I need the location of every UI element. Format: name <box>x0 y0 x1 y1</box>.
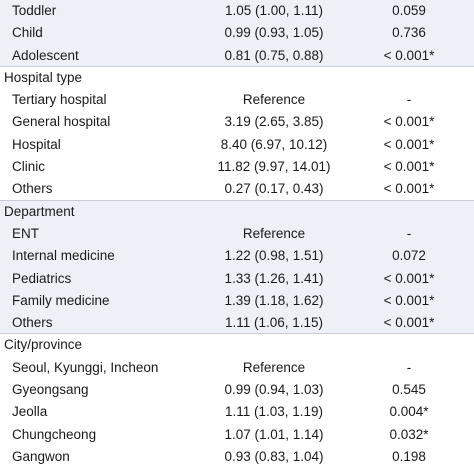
p-value-cell: - <box>406 92 412 108</box>
variable-label: Child <box>12 25 43 41</box>
odds-ratio-cell: 1.05 (1.00, 1.11) <box>224 3 324 18</box>
p-value-cell: 0.736 <box>392 25 426 41</box>
table-row: General hospital 3.19 (2.65, 3.85) < 0.001… <box>0 111 474 133</box>
variable-label: Gangwon <box>12 448 70 464</box>
variable-label: Family medicine <box>12 292 110 308</box>
section-title: City/province <box>4 337 83 353</box>
p-value-cell: 0.059 <box>392 3 426 18</box>
p-value-cell: - <box>406 225 412 241</box>
variable-label: Gyeongsang <box>12 382 89 398</box>
variable-label: Seoul, Kyunggi, Incheon <box>12 359 159 375</box>
table-row: Child 0.99 (0.93, 1.05) 0.736 <box>0 22 474 45</box>
table-row: Hospital 8.40 (6.97, 10.12) < 0.001* <box>0 134 474 156</box>
section-title: Department <box>4 203 75 219</box>
p-value-cell: < 0.001* <box>383 315 435 331</box>
table-row: Chungcheong 1.07 (1.01, 1.14) 0.032* <box>0 424 474 446</box>
table-row: Seoul, Kyunggi, Incheon Reference - <box>0 357 474 379</box>
odds-ratio-cell: 3.19 (2.65, 3.85) <box>224 114 324 130</box>
p-value-cell: 0.198 <box>392 448 426 464</box>
table-row: Jeolla 1.11 (1.03, 1.19) 0.004* <box>0 401 474 423</box>
odds-ratio-cell: 0.99 (0.94, 1.03) <box>224 382 324 398</box>
odds-ratio-cell: 1.33 (1.26, 1.41) <box>224 270 324 286</box>
variable-label: Others <box>12 315 53 331</box>
odds-ratio-cell: 1.07 (1.01, 1.14) <box>224 426 324 442</box>
table-row: Others 0.27 (0.17, 0.43) < 0.001* <box>0 178 474 201</box>
odds-ratio-cell: 0.93 (0.83, 1.04) <box>224 448 324 464</box>
variable-label: Clinic <box>12 159 46 175</box>
p-value-cell: < 0.001* <box>383 136 435 152</box>
variable-label: Jeolla <box>12 404 48 420</box>
section-title: Hospital type <box>4 69 83 85</box>
variable-label: Toddler <box>12 3 57 18</box>
variable-label: ENT <box>12 225 39 241</box>
odds-ratio-cell: 0.81 (0.75, 0.88) <box>224 47 324 63</box>
odds-ratio-cell: Reference <box>242 225 306 241</box>
variable-label: Others <box>12 181 53 197</box>
variable-label: Hospital <box>12 136 61 152</box>
table-row: Adolescent 0.81 (0.75, 0.88) < 0.001* <box>0 44 474 67</box>
variable-label: Tertiary hospital <box>12 92 107 108</box>
odds-ratio-cell: 8.40 (6.97, 10.12) <box>220 136 328 152</box>
odds-ratio-cell: 1.11 (1.03, 1.19) <box>224 404 324 420</box>
variable-label: Pediatrics <box>12 270 72 286</box>
variable-label: General hospital <box>12 114 111 130</box>
table-row: Pediatrics 1.33 (1.26, 1.41) < 0.001* <box>0 267 474 290</box>
table-row: Tertiary hospital Reference - <box>0 89 474 111</box>
table-row: Gangwon 0.93 (0.83, 1.04) 0.198 <box>0 446 474 468</box>
variable-label: Adolescent <box>12 47 79 63</box>
section-header-row: City/province <box>0 334 474 356</box>
table-row: ENT Reference - <box>0 222 474 246</box>
p-value-cell: < 0.001* <box>383 159 435 175</box>
odds-ratio-cell: 11.82 (9.97, 14.01) <box>217 159 331 175</box>
p-value-cell: 0.004* <box>389 404 429 420</box>
p-value-cell: < 0.001* <box>383 47 435 63</box>
table-row: Gyeongsang 0.99 (0.94, 1.03) 0.545 <box>0 379 474 401</box>
section-header-row: Hospital type <box>0 67 474 89</box>
p-value-cell: 0.072 <box>392 248 426 264</box>
odds-ratio-cell: Reference <box>242 92 306 108</box>
variable-label: Chungcheong <box>12 426 97 442</box>
odds-ratio-cell: 1.22 (0.98, 1.51) <box>224 248 324 264</box>
table-row: Others 1.11 (1.06, 1.15) < 0.001* <box>0 312 474 335</box>
variable-label: Internal medicine <box>12 248 115 264</box>
p-value-cell: - <box>406 359 412 375</box>
odds-ratio-cell: 1.11 (1.06, 1.15) <box>224 315 324 331</box>
table-row: Internal medicine 1.22 (0.98, 1.51) 0.072 <box>0 245 474 268</box>
odds-ratio-cell: 1.39 (1.18, 1.62) <box>224 292 324 308</box>
odds-ratio-cell: 0.27 (0.17, 0.43) <box>224 181 324 197</box>
p-value-cell: 0.545 <box>392 382 426 398</box>
odds-ratio-cell: Reference <box>242 359 306 375</box>
table-row: Toddler 1.05 (1.00, 1.11) 0.059 <box>0 0 474 23</box>
p-value-cell: < 0.001* <box>383 114 435 130</box>
odds-ratio-cell: 0.99 (0.93, 1.05) <box>224 25 324 41</box>
p-value-cell: < 0.001* <box>383 181 435 197</box>
p-value-cell: 0.032* <box>389 426 429 442</box>
p-value-cell: < 0.001* <box>383 292 435 308</box>
section-header-row: Department <box>0 200 474 223</box>
table-row: Clinic 11.82 (9.97, 14.01) < 0.001* <box>0 156 474 178</box>
table-row: Family medicine 1.39 (1.18, 1.62) < 0.001* <box>0 289 474 313</box>
p-value-cell: < 0.001* <box>383 270 435 286</box>
